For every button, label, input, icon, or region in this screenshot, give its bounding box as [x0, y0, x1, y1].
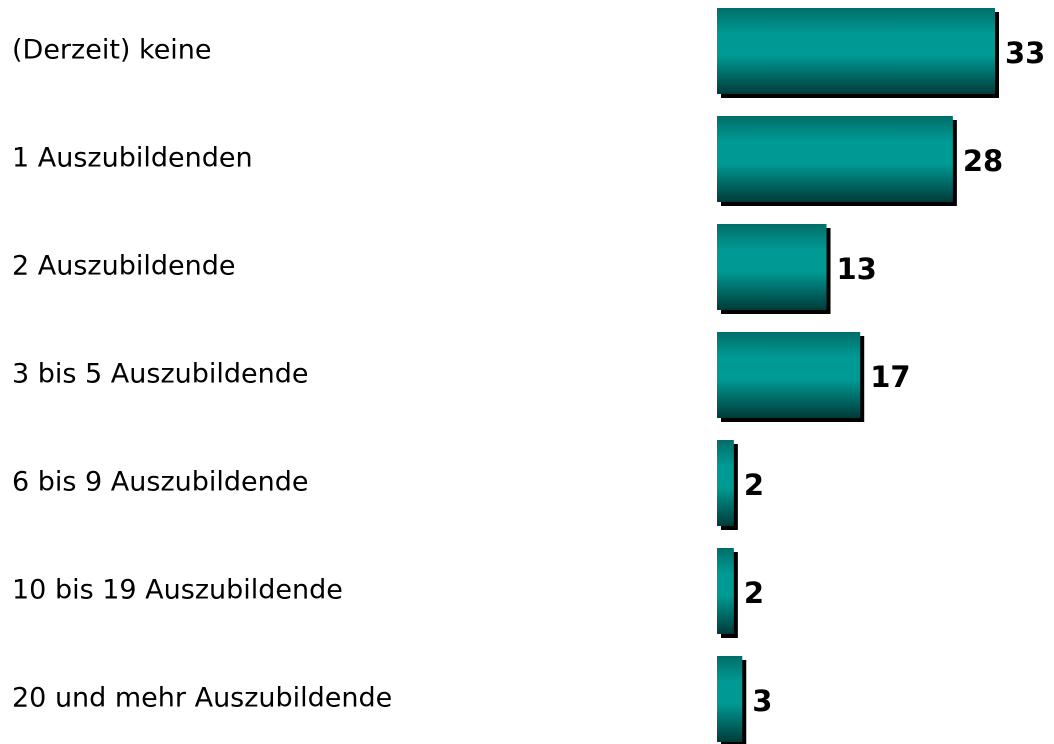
value-label: 2 [744, 468, 764, 502]
bar [717, 656, 743, 742]
bar [717, 548, 734, 634]
value-label: 28 [963, 144, 1003, 178]
value-label: 17 [870, 360, 910, 394]
bar [717, 224, 827, 310]
value-label: 13 [837, 252, 877, 286]
category-label: 1 Auszubildenden [12, 143, 253, 174]
category-label: 3 bis 5 Auszubildende [12, 359, 309, 390]
category-label: 10 bis 19 Auszubildende [12, 575, 343, 606]
bar [717, 116, 953, 202]
bar [717, 440, 734, 526]
category-label: 6 bis 9 Auszubildende [12, 467, 309, 498]
value-label: 2 [744, 576, 764, 610]
category-label: 20 und mehr Auszubildende [12, 683, 392, 714]
bar [717, 332, 861, 418]
bar [717, 8, 995, 94]
value-label: 33 [1005, 36, 1045, 70]
category-label: (Derzeit) keine [12, 35, 212, 66]
category-label: 2 Auszubildende [12, 251, 235, 282]
value-label: 3 [752, 684, 772, 718]
